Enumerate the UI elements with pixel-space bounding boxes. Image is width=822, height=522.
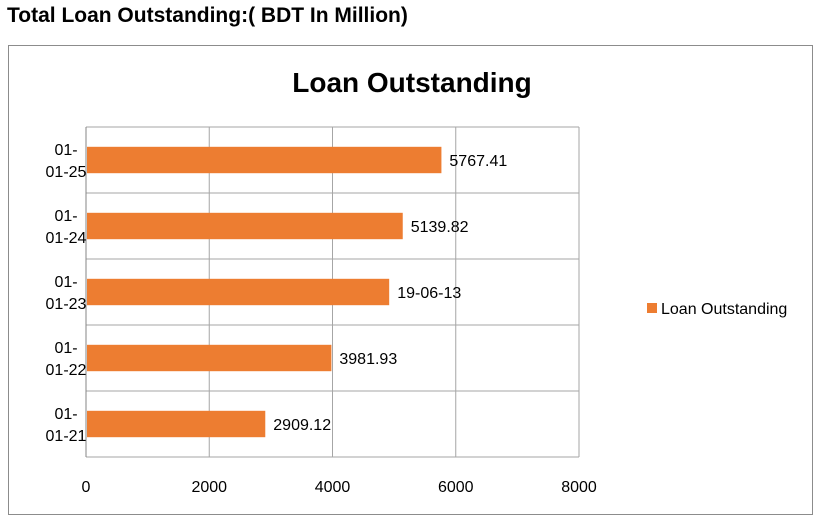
y-tick-label: 01-25 <box>46 164 87 181</box>
y-tick-label: 01-24 <box>46 230 87 247</box>
y-tick-label: 01-22 <box>46 362 87 379</box>
x-tick-label: 2000 <box>191 479 227 496</box>
legend-swatch <box>647 303 657 313</box>
x-tick-label: 8000 <box>561 479 597 496</box>
chart-title: Loan Outstanding <box>292 67 532 98</box>
data-labels: 5767.41 5139.82 19-06-13 3981.93 2909.12 <box>273 153 507 434</box>
x-tick-label: 4000 <box>315 479 351 496</box>
page-heading: Total Loan Outstanding:( BDT In Million) <box>7 4 408 27</box>
y-tick-label: 01- <box>54 406 77 423</box>
loan-outstanding-chart: Loan Outstanding 5767.41 5139.82 19-06-13 3… <box>46 67 788 496</box>
bar <box>87 410 266 438</box>
data-label: 5767.41 <box>449 153 507 170</box>
y-tick-label: 01-23 <box>46 296 87 313</box>
chart-frame: Loan Outstanding 5767.41 5139.82 19-06-13 3… <box>8 45 813 515</box>
legend-label: Loan Outstanding <box>661 301 787 318</box>
y-tick-label: 01- <box>54 274 77 291</box>
bar <box>87 146 442 174</box>
data-label: 2909.12 <box>273 417 331 434</box>
bar <box>87 278 390 306</box>
data-label: 3981.93 <box>339 351 397 368</box>
y-axis-tick-labels: 01- 01-25 01- 01-24 01- 01-23 01- 01-22 01- 01-21 <box>46 142 87 445</box>
y-tick-label: 01- <box>54 142 77 159</box>
data-label: 5139.82 <box>411 219 469 236</box>
x-axis-tick-labels: 0 2000 4000 6000 8000 <box>82 479 597 496</box>
bars <box>87 146 442 438</box>
bar <box>87 212 403 240</box>
x-tick-label: 0 <box>82 479 91 496</box>
y-tick-label: 01- <box>54 208 77 225</box>
y-tick-label: 01-21 <box>46 428 87 445</box>
data-label: 19-06-13 <box>397 285 461 302</box>
gridlines <box>85 126 580 458</box>
x-tick-label: 6000 <box>438 479 474 496</box>
legend: Loan Outstanding <box>647 301 787 318</box>
bar <box>87 344 332 372</box>
y-tick-label: 01- <box>54 340 77 357</box>
